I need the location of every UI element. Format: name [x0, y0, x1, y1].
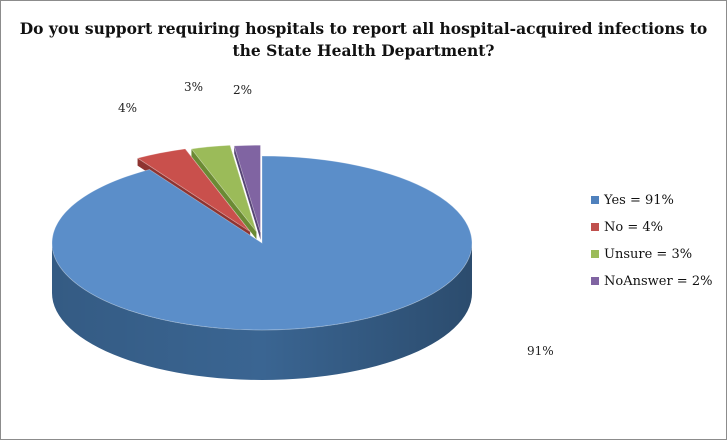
legend-label-no: No = 4%	[604, 219, 663, 235]
chart-title-line-1: Do you support requiring hospitals to re…	[19, 19, 708, 38]
pie-cut-noanswer-0	[234, 145, 261, 240]
legend-label-noanswer: NoAnswer = 2%	[604, 273, 713, 289]
data-label-yes: 91%	[527, 344, 554, 358]
pie-slice-unsure	[190, 144, 257, 240]
pie-slice-noanswer	[233, 144, 261, 240]
pie-top-no	[136, 148, 251, 232]
legend-swatch-noanswer	[591, 277, 599, 285]
pie-side-shade-yes	[52, 243, 472, 380]
legend-item-unsure: Unsure = 3%	[591, 246, 712, 262]
pie-top-noanswer	[233, 144, 261, 233]
legend-item-noanswer: NoAnswer = 2%	[591, 273, 712, 289]
legend-swatch-unsure	[591, 250, 599, 258]
data-label-noanswer: 2%	[233, 83, 252, 97]
legend-swatch-no	[591, 223, 599, 231]
pie-top-unsure	[190, 144, 257, 232]
legend-item-yes: Yes = 91%	[591, 192, 712, 208]
data-label-unsure: 3%	[184, 80, 203, 94]
pie-top-yes	[51, 155, 473, 331]
chart-title: Do you support requiring hospitals to re…	[0, 18, 727, 62]
chart-legend: Yes = 91% No = 4% Unsure = 3% NoAnswer =…	[591, 192, 712, 300]
data-label-no: 4%	[118, 101, 137, 115]
legend-label-unsure: Unsure = 3%	[604, 246, 693, 262]
pie-slice-yes	[51, 155, 473, 380]
pie-cut-unsure-0	[191, 148, 257, 240]
legend-item-no: No = 4%	[591, 219, 712, 235]
legend-label-yes: Yes = 91%	[604, 192, 674, 208]
legend-swatch-yes	[591, 196, 599, 204]
chart-title-line-2: the State Health Department?	[232, 41, 495, 60]
